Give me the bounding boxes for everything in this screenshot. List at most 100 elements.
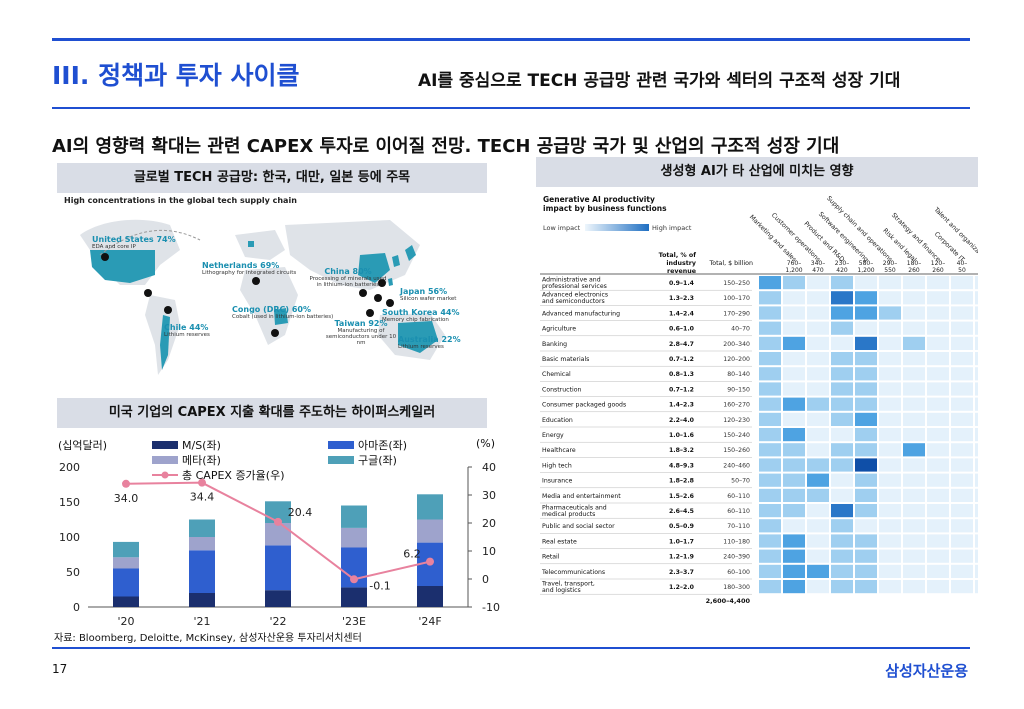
row-usd-value: 120–230 — [723, 417, 750, 424]
heatmap-cell — [927, 549, 949, 563]
heatmap-row-label: Construction — [542, 386, 581, 393]
heatmap-cell — [783, 549, 805, 563]
heatmap-cell — [783, 352, 805, 366]
heatmap-cell — [975, 473, 978, 487]
heatmap-cell — [759, 564, 781, 578]
row-usd-value: 40–70 — [731, 326, 750, 333]
row-usd-value: 150–260 — [723, 447, 750, 454]
column-total-label: 340– — [811, 260, 825, 267]
heatmap-cell — [855, 428, 877, 442]
heatmap-cell — [855, 382, 877, 396]
heatmap-cell — [759, 428, 781, 442]
legend-growth: 총 CAPEX 증가율(우) — [152, 467, 285, 483]
heatmap-cell — [783, 306, 805, 320]
heatmap-cell — [975, 580, 978, 594]
heatmap-cell — [951, 504, 973, 518]
heatmap-cell — [951, 564, 973, 578]
heatmap-cell — [831, 580, 853, 594]
heatmap-cell — [903, 504, 925, 518]
heatmap-cell — [975, 321, 978, 335]
row-usd-value: 90–150 — [727, 386, 750, 393]
heatmap-row-label: Advanced electronics — [542, 292, 608, 299]
heatmap-cell — [855, 519, 877, 533]
heatmap-cell — [807, 504, 829, 518]
bar-segment — [417, 494, 443, 520]
heatmap-cell — [855, 321, 877, 335]
heatmap-cell — [927, 291, 949, 305]
heatmap-cell — [903, 382, 925, 396]
heatmap-panel-title: 생성형 AI가 타 산업에 미치는 영향 — [536, 157, 978, 187]
row-pct-value: 0.5–0.9 — [669, 523, 694, 530]
heatmap-row-label: Telecommunications — [541, 569, 605, 576]
heatmap-cell — [903, 412, 925, 426]
bar-segment — [341, 527, 367, 548]
heatmap-cell — [903, 276, 925, 290]
heatmap-row-label: Media and entertainment — [542, 493, 621, 500]
legend-line-swatch — [152, 471, 178, 479]
heatmap-row-label: High tech — [542, 462, 572, 469]
column-total-label: 120– — [931, 260, 945, 267]
growth-point — [350, 575, 358, 584]
heatmap-cell — [903, 458, 925, 472]
column-total-label: 180– — [907, 260, 921, 267]
bar-segment — [189, 550, 215, 593]
country-name: Australia 22% — [398, 335, 461, 344]
grand-total-label: 2,600–4,400 — [706, 597, 751, 605]
heatmap-cell — [807, 412, 829, 426]
country-desc: Lithium reserves — [164, 332, 210, 338]
heatmap-cell — [831, 412, 853, 426]
country-name: Netherlands 69% — [202, 261, 280, 270]
heatmap-cell — [831, 519, 853, 533]
heatmap-cell — [831, 367, 853, 381]
heatmap-row-label: Consumer packaged goods — [542, 402, 626, 409]
heatmap-cell — [831, 321, 853, 335]
heatmap-cell — [927, 564, 949, 578]
heatmap-cell — [879, 428, 901, 442]
heatmap-cell — [807, 564, 829, 578]
heatmap-cell — [975, 291, 978, 305]
capex-chart: 0 50 100 150 200 -10 0 10 20 30 40 '20 '21 '22 '23E '24… — [59, 461, 500, 628]
heatmap-cell — [807, 382, 829, 396]
heatmap-cell — [951, 428, 973, 442]
growth-data-label: -0.1 — [369, 579, 390, 592]
heatmap-cell — [951, 458, 973, 472]
heatmap-cell — [759, 382, 781, 396]
country-name: Japan 56% — [400, 287, 448, 296]
heatmap-cell — [855, 397, 877, 411]
heatmap-cell — [807, 519, 829, 533]
heatmap-cell — [783, 458, 805, 472]
row-usd-value: 170–290 — [723, 310, 750, 317]
bar-segment — [341, 587, 367, 607]
heatmap-cell — [951, 306, 973, 320]
heatmap-cell — [831, 352, 853, 366]
bar-segment — [113, 557, 139, 569]
heatmap-cell — [783, 580, 805, 594]
map-label-taiwan: Taiwan 92% Manufacturing of semiconducto… — [322, 319, 400, 346]
column-total-label: 420 — [836, 267, 848, 274]
heatmap-cell — [759, 549, 781, 563]
heatmap-row-label: Insurance — [542, 478, 573, 485]
heatmap-cell — [975, 382, 978, 396]
heatmap-cell — [879, 276, 901, 290]
heatmap-cell — [855, 306, 877, 320]
y2-tick-label: 40 — [482, 461, 496, 474]
row-usd-value: 150–250 — [723, 280, 750, 287]
heatmap-cell — [831, 458, 853, 472]
heatmap-cell — [975, 397, 978, 411]
heatmap-row-label: and logistics — [542, 587, 581, 594]
bar-segment — [189, 537, 215, 551]
heatmap-cell — [903, 488, 925, 502]
row-pct-value: 1.0–1.7 — [669, 538, 694, 545]
heatmap-cell — [759, 519, 781, 533]
legend-label: M/S(좌) — [182, 439, 221, 452]
heatmap-cell — [807, 428, 829, 442]
map-label-australia: Australia 22% Lithium reserves — [398, 335, 461, 350]
country-name: Taiwan 92% — [334, 319, 388, 328]
heatmap-cell — [831, 549, 853, 563]
map-inner-title: High concentrations in the global tech s… — [64, 196, 297, 205]
heatmap-cell — [783, 504, 805, 518]
heatmap-cell — [831, 306, 853, 320]
heatmap-cell — [807, 458, 829, 472]
bar-segment — [341, 505, 367, 528]
